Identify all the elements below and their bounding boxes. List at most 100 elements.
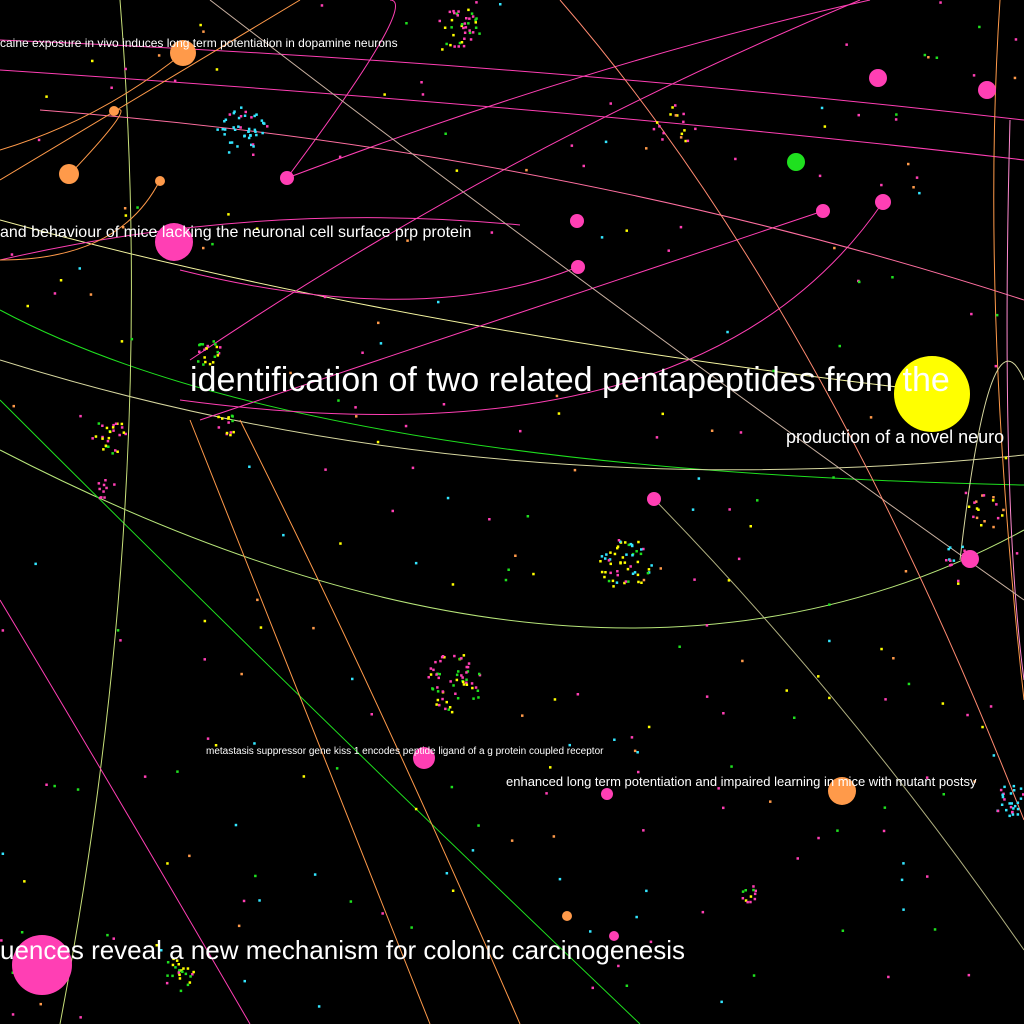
node[interactable] xyxy=(978,81,996,99)
node-dot xyxy=(37,138,41,142)
node-dot xyxy=(447,708,450,711)
node-kiss1[interactable] xyxy=(413,747,435,769)
node-dot xyxy=(679,136,683,139)
node-dot xyxy=(749,895,753,898)
node-dot xyxy=(216,128,219,131)
node-dot xyxy=(582,164,585,168)
node-dot xyxy=(436,698,440,702)
node-dot xyxy=(462,680,465,684)
node-dot xyxy=(477,696,480,699)
node-dot xyxy=(98,496,102,500)
node-dot xyxy=(1004,456,1008,460)
node-dot xyxy=(678,645,681,648)
node-dot xyxy=(102,448,105,451)
node[interactable] xyxy=(875,194,891,210)
node[interactable] xyxy=(787,153,805,171)
label-prp-mice[interactable]: and behaviour of mice lacking the neuron… xyxy=(0,224,471,241)
node-dot xyxy=(212,340,215,343)
node[interactable] xyxy=(647,492,661,506)
node-dot xyxy=(233,128,237,131)
node-dot xyxy=(166,961,170,964)
label-kiss1[interactable]: metastasis suppressor gene kiss 1 encode… xyxy=(206,746,604,757)
node[interactable] xyxy=(59,164,79,184)
node[interactable] xyxy=(601,788,613,800)
node-dot xyxy=(442,403,446,406)
node-cocaine-ltp[interactable] xyxy=(170,40,196,66)
node-dot xyxy=(983,520,986,523)
node-dot xyxy=(12,404,15,408)
node-dot xyxy=(112,429,115,432)
node-dot xyxy=(107,445,110,448)
node-dot xyxy=(427,676,430,679)
node-dot xyxy=(752,885,755,888)
node-dot xyxy=(828,696,831,700)
node-dot xyxy=(1,852,5,855)
node[interactable] xyxy=(109,106,119,116)
node-dot xyxy=(1011,811,1014,814)
edge-arc xyxy=(179,266,579,300)
node-dot xyxy=(258,899,261,902)
label-novel-neuro[interactable]: production of a novel neuro xyxy=(786,427,1004,447)
node-dot xyxy=(223,120,226,123)
node-dot xyxy=(444,132,447,135)
node-dot xyxy=(970,312,973,316)
node-dot xyxy=(942,793,945,796)
node-dot xyxy=(463,31,467,34)
label-cocaine-ltp[interactable]: caine exposure in vivo induces long term… xyxy=(0,36,398,50)
node-dot xyxy=(432,668,435,672)
node[interactable] xyxy=(570,214,584,228)
node-dot xyxy=(568,743,571,747)
node-dot xyxy=(552,835,556,838)
node-dot xyxy=(354,406,357,409)
node-dot xyxy=(661,138,664,141)
node-dot xyxy=(570,144,574,147)
node-dot xyxy=(605,553,608,556)
node-dot xyxy=(441,690,445,693)
node[interactable] xyxy=(280,171,294,185)
node-colonic[interactable] xyxy=(12,935,72,995)
node-dot xyxy=(858,280,861,284)
node-dot xyxy=(823,125,827,128)
node-dot xyxy=(950,563,953,566)
node[interactable] xyxy=(571,260,585,274)
node-dot xyxy=(465,665,468,669)
node-dot xyxy=(123,207,127,210)
node-dot xyxy=(925,776,929,779)
node-dot xyxy=(429,673,433,676)
node-dot xyxy=(114,449,117,452)
node-dot xyxy=(845,43,848,46)
node[interactable] xyxy=(155,176,165,186)
node-dot xyxy=(526,515,530,518)
node-dot xyxy=(119,639,122,642)
node[interactable] xyxy=(609,931,619,941)
label-ltp-mutant[interactable]: enhanced long term potentiation and impa… xyxy=(506,774,977,789)
node-pentapeptides[interactable] xyxy=(894,356,970,432)
label-pentapeptides[interactable]: identification of two related pentapepti… xyxy=(190,361,950,399)
node-dot xyxy=(108,430,112,434)
node-dot xyxy=(232,430,235,434)
node-dot xyxy=(116,450,119,453)
node-dot xyxy=(573,468,577,472)
label-colonic[interactable]: uences reveal a new mechanism for coloni… xyxy=(0,935,685,965)
node-dot xyxy=(239,115,243,118)
node-dot xyxy=(694,127,697,131)
node[interactable] xyxy=(816,204,830,218)
node-dot xyxy=(227,416,230,419)
node-dot xyxy=(184,972,188,976)
node-dot xyxy=(880,647,883,651)
node-dot xyxy=(105,486,108,490)
node-dot xyxy=(455,673,459,677)
node-dot xyxy=(236,145,239,148)
node-dot xyxy=(981,494,984,497)
edge-arc xyxy=(559,0,1024,821)
node[interactable] xyxy=(562,911,572,921)
node-dot xyxy=(749,525,752,528)
node[interactable] xyxy=(961,550,979,568)
node-prp-mice[interactable] xyxy=(155,223,193,261)
node-dot xyxy=(621,556,625,559)
node-dot xyxy=(181,970,184,973)
node-ltp-mutant[interactable] xyxy=(828,777,856,805)
node[interactable] xyxy=(869,69,887,87)
node-dot xyxy=(1012,789,1016,792)
